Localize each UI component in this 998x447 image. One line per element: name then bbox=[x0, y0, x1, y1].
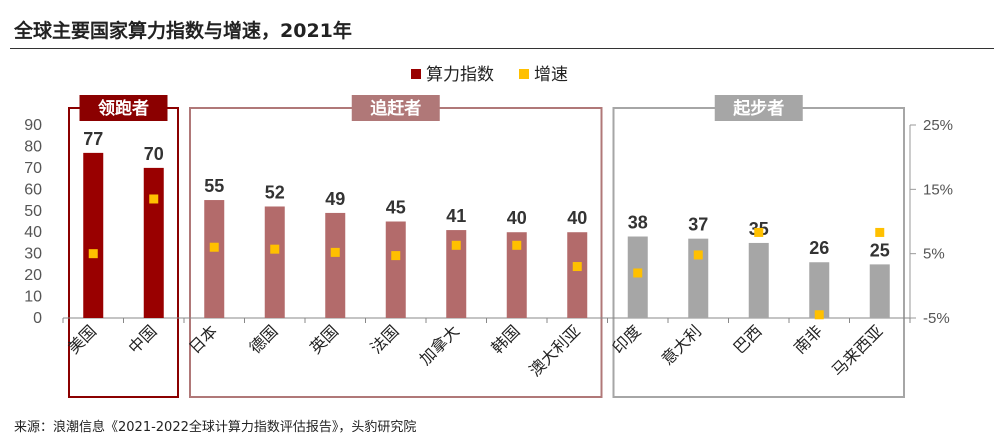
legend-label-index: 算力指数 bbox=[426, 65, 494, 85]
group-label-bg-leader bbox=[79, 95, 168, 121]
y-tick-label: 80 bbox=[24, 138, 42, 155]
category-label: 南非 bbox=[790, 321, 826, 357]
y-tick-label: 40 bbox=[24, 224, 42, 241]
group-label-leader: 领跑者 bbox=[98, 98, 149, 119]
bar-value-label: 38 bbox=[628, 213, 648, 233]
legend-swatch-growth bbox=[519, 69, 529, 79]
bar-index bbox=[385, 221, 406, 318]
growth-marker bbox=[209, 242, 219, 252]
y2-tick-label: 25% bbox=[923, 117, 953, 134]
bar-index bbox=[446, 230, 467, 318]
legend-label-growth: 增速 bbox=[534, 65, 568, 85]
y-tick-label: 70 bbox=[24, 160, 42, 177]
bar-value-label: 55 bbox=[204, 176, 224, 196]
bar-value-label: 70 bbox=[144, 144, 164, 164]
growth-marker bbox=[572, 262, 582, 272]
category-label: 中国 bbox=[125, 321, 161, 357]
bar-value-label: 26 bbox=[809, 238, 829, 258]
bar-index bbox=[869, 264, 890, 318]
y-tick-label: 50 bbox=[24, 203, 42, 220]
bar-value-label: 52 bbox=[265, 182, 285, 202]
bar-index bbox=[143, 167, 164, 318]
growth-marker bbox=[330, 247, 340, 257]
bar-value-label: 40 bbox=[567, 208, 587, 228]
chart-title: 全球主要国家算力指数与增速，2021年 bbox=[14, 20, 352, 42]
growth-marker bbox=[149, 194, 159, 204]
bar-index bbox=[325, 212, 346, 318]
y-tick-label: 20 bbox=[24, 267, 42, 284]
bar-index bbox=[83, 152, 104, 318]
bar-value-label: 49 bbox=[325, 189, 345, 209]
bar-index bbox=[204, 200, 225, 318]
category-label: 澳大利亚 bbox=[525, 321, 584, 380]
title-divider bbox=[10, 48, 994, 49]
category-label: 意大利 bbox=[658, 321, 705, 368]
category-label: 英国 bbox=[306, 321, 342, 357]
group-label-bg-chaser bbox=[351, 95, 440, 121]
bar-value-label: 40 bbox=[507, 208, 527, 228]
category-label: 法国 bbox=[367, 321, 403, 357]
group-label-bg-starter bbox=[714, 95, 803, 121]
y-tick-label: 60 bbox=[24, 181, 42, 198]
bar-value-label: 25 bbox=[870, 240, 890, 260]
y2-tick-label: 5% bbox=[923, 246, 945, 263]
category-label: 巴西 bbox=[730, 321, 766, 357]
bar-index bbox=[748, 242, 769, 318]
y-tick-label: 10 bbox=[24, 289, 42, 306]
growth-marker bbox=[633, 268, 643, 278]
bar-value-label: 77 bbox=[83, 129, 103, 149]
bar-index bbox=[809, 262, 830, 318]
category-label: 马来西亚 bbox=[828, 321, 887, 380]
y-tick-label: 30 bbox=[24, 246, 42, 263]
category-label: 韩国 bbox=[488, 321, 524, 357]
growth-marker bbox=[814, 310, 824, 320]
bar-value-label: 37 bbox=[688, 215, 708, 235]
growth-marker bbox=[754, 227, 764, 237]
y-tick-label: 90 bbox=[24, 117, 42, 134]
growth-marker bbox=[693, 250, 703, 260]
bar-index bbox=[506, 232, 527, 318]
growth-marker bbox=[270, 244, 280, 254]
growth-marker bbox=[451, 240, 461, 250]
bar-index bbox=[567, 232, 588, 318]
source-note: 来源：浪潮信息《2021-2022全球计算力指数评估报告》，头豹研究院 bbox=[14, 420, 417, 435]
group-label-chaser: 追赶者 bbox=[370, 98, 421, 119]
bar-value-label: 45 bbox=[386, 198, 406, 218]
growth-marker bbox=[512, 240, 522, 250]
group-label-starter: 起步者 bbox=[732, 98, 784, 119]
bar-index bbox=[264, 206, 285, 318]
category-label: 加拿大 bbox=[416, 321, 463, 368]
growth-marker bbox=[875, 227, 885, 237]
y2-tick-label: -5% bbox=[923, 310, 950, 327]
bar-value-label: 41 bbox=[446, 206, 466, 226]
category-label: 德国 bbox=[246, 321, 282, 357]
growth-marker bbox=[391, 251, 401, 261]
growth-marker bbox=[88, 249, 98, 259]
legend-swatch-index bbox=[411, 69, 421, 79]
y2-tick-label: 15% bbox=[923, 181, 953, 198]
bar-index bbox=[688, 238, 709, 318]
y-tick-label: 0 bbox=[33, 310, 42, 327]
